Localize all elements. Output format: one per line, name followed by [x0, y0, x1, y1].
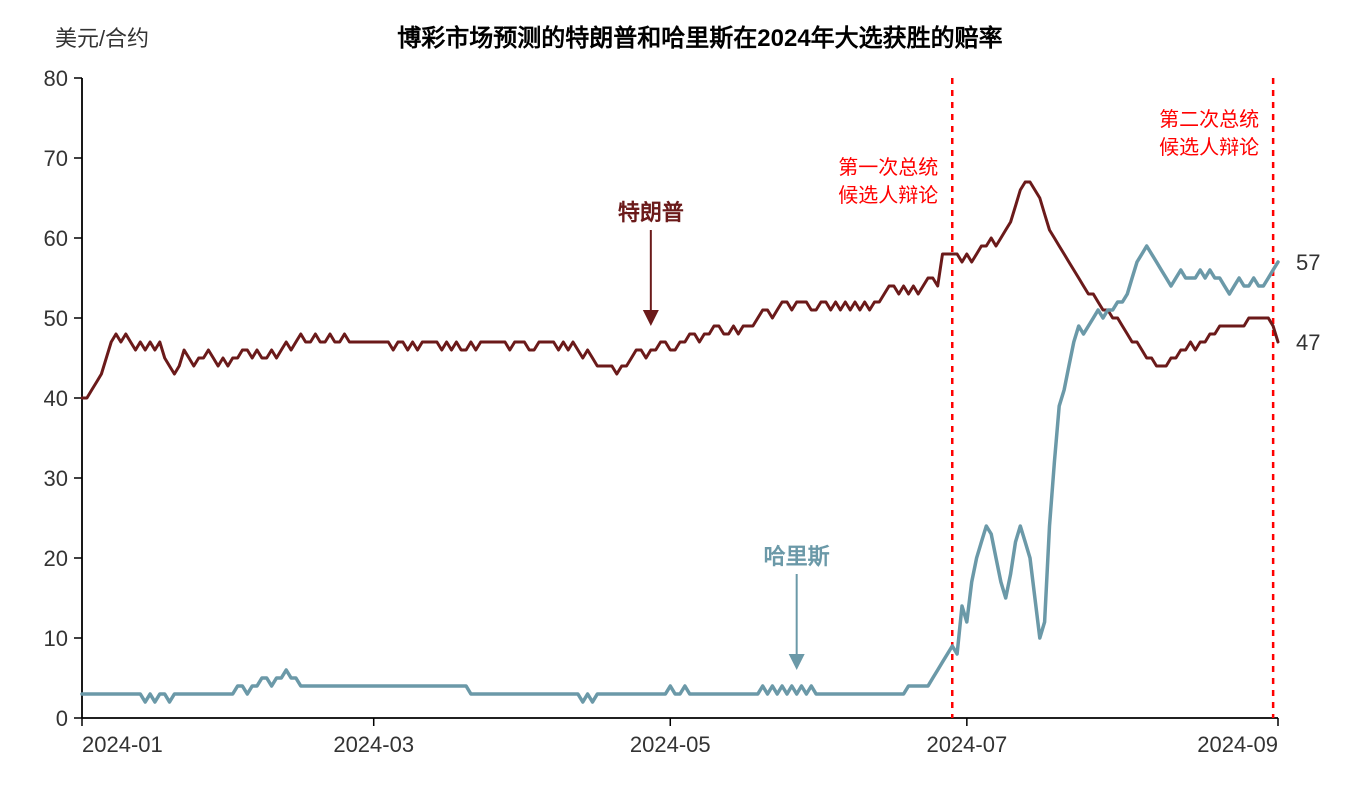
y-axis-unit-label: 美元/合约	[55, 26, 149, 51]
end-value-label: 57	[1296, 250, 1320, 275]
chart-title: 博彩市场预测的特朗普和哈里斯在2024年大选获胜的赔率	[397, 24, 1002, 52]
y-tick-label: 80	[44, 66, 68, 91]
x-tick-label: 2024-09	[1197, 732, 1278, 757]
x-tick-label: 2024-07	[926, 732, 1007, 757]
y-tick-label: 70	[44, 146, 68, 171]
x-tick-label: 2024-03	[333, 732, 414, 757]
series-label-harris: 哈里斯	[764, 544, 830, 569]
betting-odds-chart: 博彩市场预测的特朗普和哈里斯在2024年大选获胜的赔率 美元/合约 0 10 20 30 4…	[0, 0, 1366, 798]
y-tick-label: 60	[44, 226, 68, 251]
y-tick-label: 20	[44, 546, 68, 571]
x-tick-label: 2024-01	[82, 732, 163, 757]
series-label-trump: 特朗普	[618, 200, 684, 225]
y-tick-label: 50	[44, 306, 68, 331]
event-label: 候选人辩论	[838, 184, 938, 207]
event-label: 第一次总统	[838, 156, 938, 179]
event-label: 第二次总统	[1159, 108, 1259, 131]
y-tick-label: 0	[56, 706, 68, 731]
end-value-label: 47	[1296, 330, 1320, 355]
y-tick-label: 40	[44, 386, 68, 411]
y-tick-label: 30	[44, 466, 68, 491]
event-label: 候选人辩论	[1159, 136, 1259, 159]
chart-svg: 博彩市场预测的特朗普和哈里斯在2024年大选获胜的赔率 美元/合约 0 10 20 30 4…	[0, 0, 1366, 798]
y-tick-label: 10	[44, 626, 68, 651]
x-tick-label: 2024-05	[630, 732, 711, 757]
